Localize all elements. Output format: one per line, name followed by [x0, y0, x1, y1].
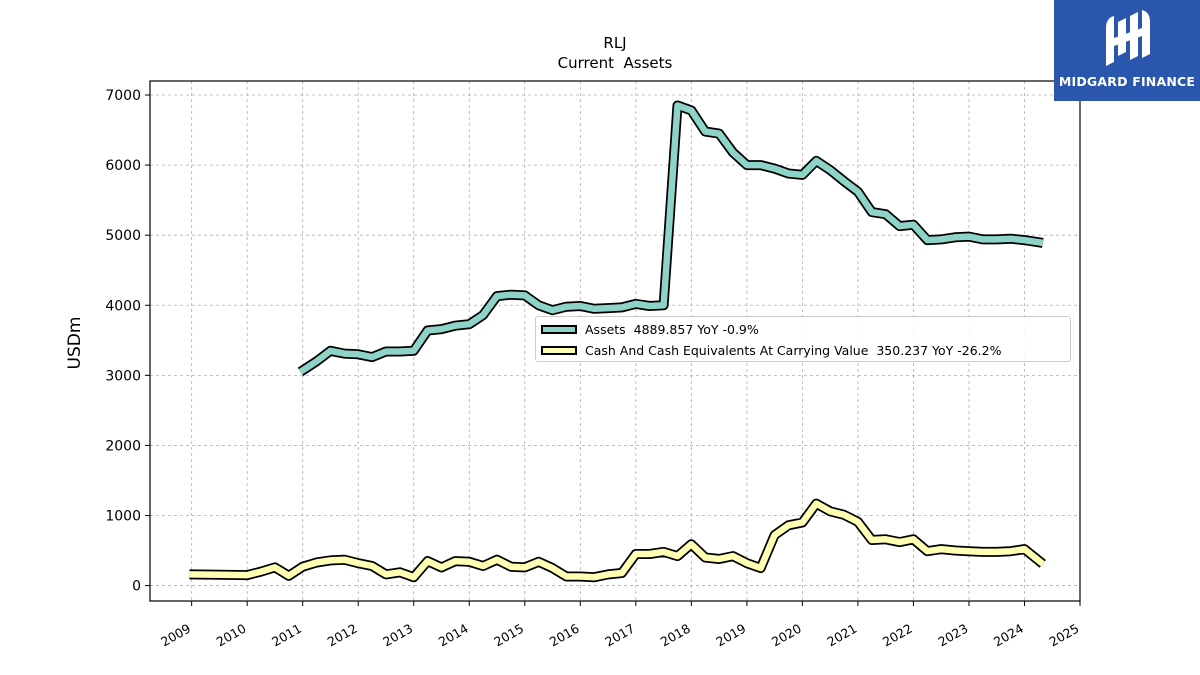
plot-frame [149, 80, 1081, 602]
x-tick-label: 2019 [713, 621, 748, 650]
y-tick-label: 7000 [105, 88, 141, 104]
x-tick-label: 2009 [158, 621, 193, 650]
legend-item-cash: Cash And Cash Equivalents At Carrying Va… [541, 342, 1001, 358]
series-line-1 [189, 500, 1045, 581]
legend-swatch-assets [541, 324, 577, 334]
y-tick-label: 6000 [105, 158, 141, 174]
x-tick-label: 2025 [1046, 621, 1081, 650]
x-tick-label: 2015 [491, 621, 526, 650]
x-tick-label: 2020 [769, 621, 804, 650]
legend-swatch-cash [541, 345, 577, 355]
x-tick-label: 2013 [380, 621, 415, 650]
legend-label-assets: Assets 4889.857 YoY -0.9% [585, 321, 759, 337]
series-layer [189, 100, 1046, 583]
midgard-logo-icon [1106, 10, 1150, 66]
x-axis: 2009 2010 2011 2012 2013 2014 2015 2016 2017 2018… [158, 601, 1082, 650]
brand-name: MIDGARD FINANCE [1058, 74, 1196, 89]
x-tick-label: 2011 [269, 621, 304, 650]
x-tick-label: 2010 [214, 621, 249, 650]
x-tick-label: 2023 [935, 621, 970, 650]
x-tick-label: 2018 [658, 621, 693, 650]
x-tick-label: 2021 [824, 621, 859, 650]
legend-label-cash: Cash And Cash Equivalents At Carrying Va… [585, 342, 1002, 358]
y-tick-label: 0 [132, 579, 141, 595]
series-line-0 [298, 102, 1044, 375]
x-tick-label: 2012 [325, 621, 360, 650]
chart-title: RLJ [603, 34, 626, 52]
y-tick-label: 3000 [105, 368, 141, 384]
y-axis-label: USDm [65, 317, 85, 370]
y-tick-label: 4000 [105, 298, 141, 314]
y-tick-label: 1000 [105, 509, 141, 525]
chart-subtitle: Current Assets [558, 54, 673, 72]
legend-item-assets: Assets 4889.857 YoY -0.9% [541, 321, 759, 337]
x-tick-label: 2016 [547, 621, 582, 650]
brand-logo: MIDGARD FINANCE [1054, 0, 1200, 101]
y-axis: 0 1000 2000 3000 4000 5000 6000 7000 [105, 88, 150, 595]
x-tick-label: 2024 [991, 621, 1026, 650]
x-tick-label: 2017 [602, 621, 637, 650]
x-tick-label: 2014 [436, 621, 471, 650]
legend: Assets 4889.857 YoY -0.9% Cash And Cash … [535, 316, 1071, 362]
x-tick-label: 2022 [880, 621, 915, 650]
y-tick-label: 5000 [105, 228, 141, 244]
y-tick-label: 2000 [105, 438, 141, 454]
